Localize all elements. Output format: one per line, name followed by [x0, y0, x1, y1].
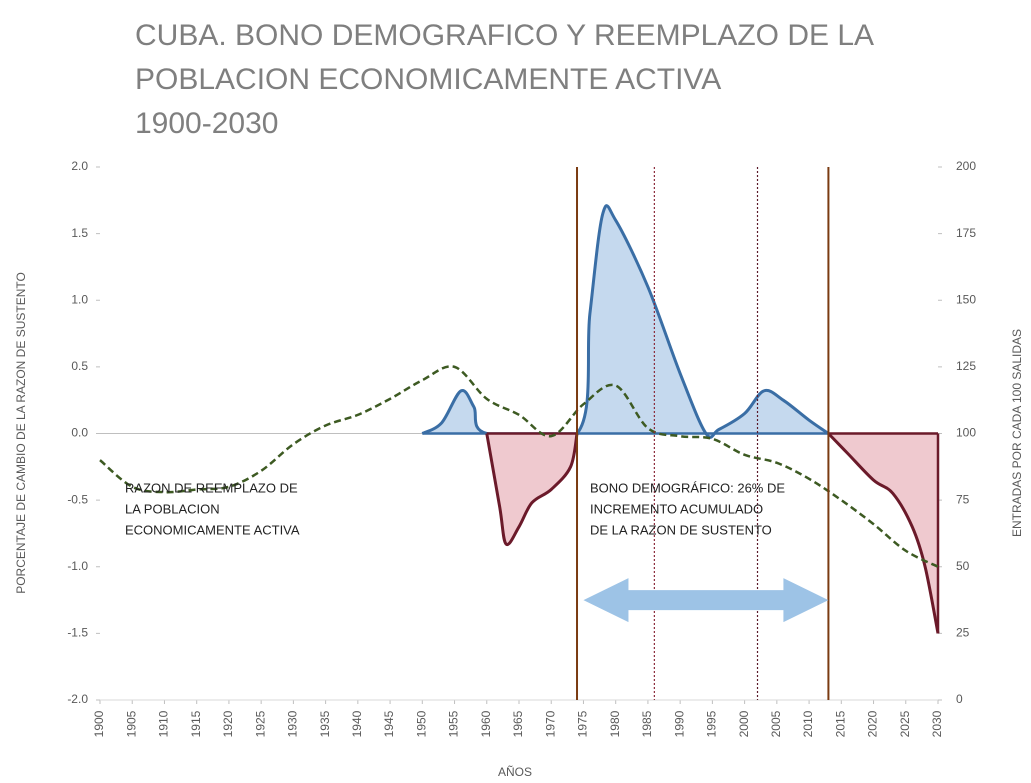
y-tick-label: 0.0 [71, 426, 88, 440]
y-tick-label: 2.0 [71, 159, 88, 173]
y-tick-label: 1.5 [71, 226, 88, 240]
x-tick-label: 1905 [124, 710, 138, 737]
x-tick-label: 1960 [479, 710, 493, 737]
chart-title: CUBA. BONO DEMOGRAFICO Y REEMPLAZO DE LA [135, 19, 874, 52]
line [827, 432, 940, 634]
y-tick-label: -2.0 [67, 692, 88, 706]
double-arrow [583, 578, 829, 623]
area [486, 433, 578, 545]
x-tick-label: 1915 [189, 710, 203, 737]
x-tick-label: 1930 [286, 710, 300, 737]
annotation: LA POBLACION [125, 501, 220, 516]
y-tick-label: 0.5 [71, 359, 88, 373]
y2-tick-label: 125 [956, 359, 976, 373]
annotation: RAZON DE REEMPLAZO DE [125, 480, 298, 495]
y2-tick-label: 100 [956, 426, 976, 440]
x-axis-label: AÑOS [498, 765, 532, 779]
line [421, 204, 830, 445]
area [828, 433, 938, 634]
area [422, 205, 829, 444]
x-tick-label: 1940 [350, 710, 364, 737]
x-tick-label: 1980 [608, 710, 622, 737]
y2-tick-label: 75 [956, 492, 970, 506]
x-tick-label: 1950 [414, 710, 428, 737]
annotation: INCREMENTO ACUMULADO [590, 501, 763, 516]
x-tick-label: 1985 [640, 710, 654, 737]
y2-tick-label: 150 [956, 292, 976, 306]
annotation: DE LA RAZON DE SUSTENTO [590, 522, 772, 537]
y2-tick-label: 25 [956, 626, 970, 640]
x-tick-label: 1900 [92, 710, 106, 737]
x-tick-label: 1920 [221, 710, 235, 737]
x-tick-label: 2005 [769, 710, 783, 737]
line [485, 433, 579, 547]
x-tick-label: 2025 [898, 710, 912, 737]
x-tick-label: 1970 [543, 710, 557, 737]
x-tick-label: 1990 [672, 710, 686, 737]
y2-tick-label: 0 [956, 692, 963, 706]
x-tick-label: 1995 [705, 710, 719, 737]
y2-tick-label: 200 [956, 159, 976, 173]
chart-title: POBLACION ECONOMICAMENTE ACTIVA [135, 63, 721, 96]
x-tick-label: 2000 [737, 710, 751, 737]
y2-tick-label: 50 [956, 559, 970, 573]
y-tick-label: 1.0 [71, 292, 88, 306]
y-tick-label: -1.5 [67, 626, 88, 640]
x-tick-label: 1965 [511, 710, 525, 737]
x-tick-label: 2030 [930, 710, 944, 737]
y-tick-label: -0.5 [67, 492, 88, 506]
x-tick-label: 1935 [318, 710, 332, 737]
annotation: ECONOMICAMENTE ACTIVA [125, 522, 300, 537]
y2-axis-label: ENTRADAS POR CADA 100 SALIDAS [1010, 329, 1024, 537]
x-tick-label: 2010 [801, 710, 815, 737]
x-tick-label: 2015 [833, 710, 847, 737]
x-tick-label: 1925 [253, 710, 267, 737]
chart-title: 1900-2030 [135, 107, 278, 140]
y-axis-label: PORCENTAJE DE CAMBIO DE LA RAZON DE SUST… [14, 272, 28, 594]
line [99, 365, 939, 568]
y2-tick-label: 175 [956, 226, 976, 240]
x-tick-label: 1955 [447, 710, 461, 737]
annotation: BONO DEMOGRÁFICO: 26% DE [590, 480, 785, 495]
y-tick-label: -1.0 [67, 559, 88, 573]
x-tick-label: 1975 [576, 710, 590, 737]
x-tick-label: 1910 [157, 710, 171, 737]
x-tick-label: 1945 [382, 710, 396, 737]
x-tick-label: 2020 [866, 710, 880, 737]
